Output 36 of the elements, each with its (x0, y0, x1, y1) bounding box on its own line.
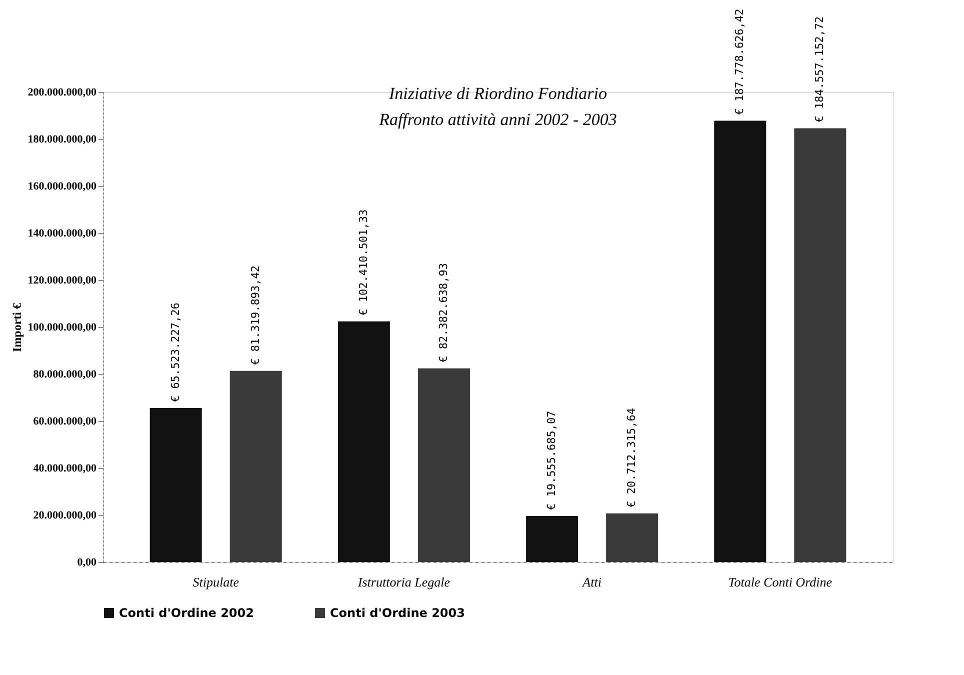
y-tick-label: 40.000.000,00 (33, 462, 97, 474)
y-tick-label: 180.000.000,00 (28, 134, 97, 146)
data-label: € 187.778.626,42 (733, 8, 746, 115)
x-tick-label: Atti (582, 574, 602, 590)
y-tick-label: 140.000.000,00 (28, 228, 97, 240)
x-tick-label: Istruttoria Legale (356, 574, 450, 590)
legend-label: Conti d'Ordine 2002 (119, 606, 254, 620)
bar (150, 408, 202, 562)
bar (794, 128, 846, 562)
data-label: € 184.557.152,72 (813, 16, 826, 122)
y-tick-label: 60.000.000,00 (33, 416, 97, 428)
bar (526, 516, 578, 562)
data-label: € 102.410.501,33 (356, 209, 370, 316)
text: Raffronto attività anni 2002 - 2003 (379, 110, 617, 129)
legend-label: Conti d'Ordine 2003 (330, 606, 465, 620)
y-tick-label: 80.000.000,00 (33, 368, 97, 380)
y-tick-label: 0,00 (77, 556, 97, 568)
bar (338, 321, 390, 562)
data-label: € 20.712.315,64 (625, 408, 638, 508)
data-label: € 65.523.227,26 (168, 302, 182, 402)
y-tick-label: 160.000.000,00 (28, 180, 97, 192)
bar (606, 513, 658, 562)
x-tick-label: Stipulate (192, 574, 240, 590)
data-label: € 81.319.893,42 (248, 266, 262, 365)
y-tick-label: 100.000.000,00 (28, 322, 97, 334)
data-label: € 82.382.638,93 (436, 263, 450, 362)
x-tick-label: Totale Conti Ordine (728, 574, 832, 590)
bar (418, 368, 470, 562)
bar (230, 370, 282, 562)
text: Iniziative di Riordino Fondiario (389, 84, 607, 103)
y-tick-label: 200.000.000,00 (28, 86, 97, 98)
y-tick-label: 20.000.000,00 (33, 510, 97, 522)
y-tick-label: 120.000.000,00 (28, 274, 97, 286)
bar (714, 120, 766, 562)
y-axis-title: Importi € (10, 303, 24, 352)
data-label: € 19.555.685,07 (545, 410, 558, 510)
